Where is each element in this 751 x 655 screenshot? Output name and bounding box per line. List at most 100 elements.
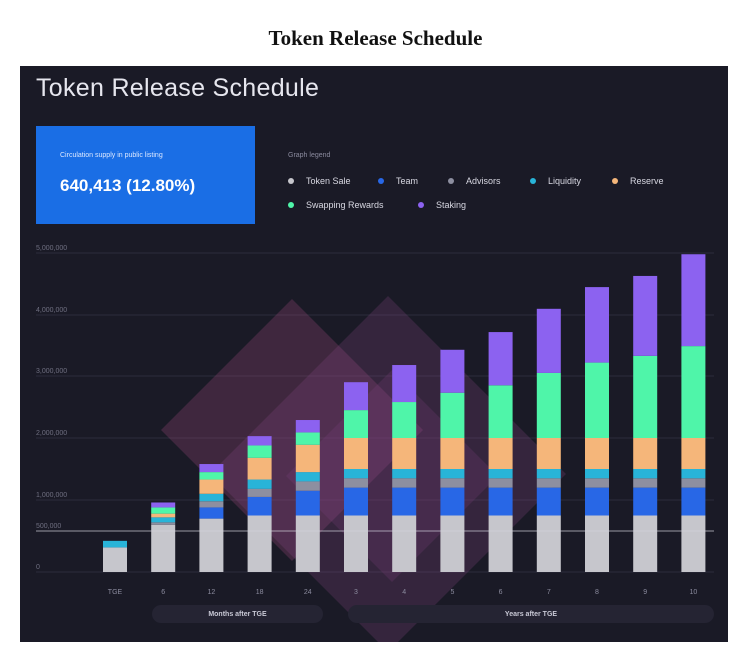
x-tick-label: 5	[450, 589, 454, 596]
bar-segment-liquidity	[585, 469, 609, 479]
bar-segment-reserve	[151, 513, 176, 518]
x-tick-label: 8	[595, 589, 599, 596]
bar-segment-staking	[633, 275, 658, 356]
legend-label: Swapping Rewards	[306, 200, 384, 210]
bar-segment-token-sale	[440, 515, 465, 572]
bar-segment-advisors	[488, 478, 513, 488]
bar-segment-team	[536, 487, 561, 516]
bar-segment-liquidity	[536, 469, 561, 479]
bar-segment-team	[199, 507, 224, 519]
y-tick-label: 1,000,000	[36, 492, 67, 499]
legend-item-advisors: Advisors	[448, 176, 501, 186]
legend-item-reserve: Reserve	[612, 176, 664, 186]
bar-segment-reserve	[344, 438, 368, 469]
bar-segment-liquidity	[681, 469, 706, 479]
bar-segment-liquidity	[295, 472, 320, 482]
stacked-bar-chart: 0 500,000 1,000,000 2,000,000 3,000,000 4,000…	[36, 245, 714, 642]
legend-label: Advisors	[466, 176, 501, 186]
bar-segment-team	[488, 487, 513, 516]
page-title: Token Release Schedule	[268, 26, 483, 50]
x-tick-label: 4	[402, 589, 406, 596]
bar-segment-reserve	[681, 438, 706, 469]
legend-label: Token Sale	[306, 176, 351, 186]
legend-swatch	[418, 202, 424, 208]
bar-segment-advisors	[344, 478, 368, 488]
bar-segment-liquidity	[151, 517, 176, 523]
legend-label: Staking	[436, 200, 467, 210]
supply-label: Circulation supply in public listing	[60, 152, 163, 159]
x-tick-label: 7	[547, 589, 551, 596]
legend-swatch	[288, 202, 294, 208]
legend-swatch	[288, 178, 294, 184]
legend-swatch	[378, 178, 384, 184]
bar-segment-team	[681, 487, 706, 516]
bar-segment-swapping-rewards	[585, 362, 609, 438]
bar-segment-advisors	[151, 522, 176, 525]
x-tick-label: 10	[690, 589, 698, 596]
bar-segment-token-sale	[199, 518, 224, 572]
bar-segment-liquidity	[247, 479, 272, 489]
bar-segment-reserve	[199, 479, 224, 494]
bar-segment-staking	[151, 502, 176, 508]
bar-segment-token-sale	[585, 515, 609, 572]
bar-segment-team	[585, 487, 609, 516]
bar-segment-swapping-rewards	[633, 355, 658, 438]
x-tick-label: 24	[304, 589, 312, 596]
bar-segment-token-sale	[392, 515, 417, 572]
y-tick-label: 500,000	[36, 523, 61, 530]
bar-segment-token-sale	[151, 524, 176, 572]
legend-title: Graph legend	[288, 152, 331, 159]
bar-segment-advisors	[247, 488, 272, 497]
supply-value: 640,413 (12.80%)	[60, 176, 196, 195]
bar-segment-token-sale	[681, 515, 706, 572]
bar-segment-advisors	[199, 501, 224, 508]
bar-segment-reserve	[633, 438, 658, 469]
bar-segment-reserve	[247, 457, 272, 480]
bar-segment-liquidity	[392, 469, 417, 479]
bar-segment-advisors	[440, 478, 465, 488]
y-tick-label: 2,000,000	[36, 430, 67, 437]
bar-segment-staking	[392, 365, 417, 403]
x-tick-label: TGE	[108, 589, 123, 596]
bar-segment-advisors	[633, 478, 658, 488]
chart-panel: Token Release Schedule Circulation suppl…	[20, 66, 728, 642]
x-tick-label: 6	[161, 589, 165, 596]
bar-segment-staking	[440, 349, 465, 393]
bar-segment-reserve	[440, 438, 465, 469]
bar-segment-swapping-rewards	[440, 392, 465, 438]
legend-label: Reserve	[630, 176, 664, 186]
bar-segment-team	[344, 487, 368, 516]
bar-segment-advisors	[295, 481, 320, 491]
bar-segment-token-sale	[633, 515, 658, 572]
bar-segment-liquidity	[488, 469, 513, 479]
bar-segment-token-sale	[247, 515, 272, 572]
bar-segment-team	[633, 487, 658, 516]
bar-segment-team	[247, 496, 272, 516]
bar-segment-staking	[681, 254, 706, 347]
bar-segment-staking	[199, 464, 224, 473]
legend-item-staking: Staking	[418, 200, 466, 210]
legend-label: Team	[396, 176, 419, 186]
bar-segment-token-sale	[103, 547, 127, 572]
bar-segment-reserve	[488, 438, 513, 469]
bar-segment-swapping-rewards	[681, 346, 706, 438]
legend-item-liquidity: Liquidity	[530, 176, 581, 186]
bar-segment-reserve	[536, 438, 561, 469]
supply-card: Circulation supply in public listing 640…	[36, 126, 255, 224]
bar-segment-staking	[295, 420, 320, 433]
bar-segment-liquidity	[199, 493, 224, 502]
bar-segment-token-sale	[488, 515, 513, 572]
bar-segment-team	[295, 490, 320, 516]
x-tick-label: 6	[499, 589, 503, 596]
bar-segment-reserve	[295, 444, 320, 473]
bar-segment-liquidity	[344, 469, 368, 479]
x-tick-label: 12	[208, 589, 216, 596]
months-axis-label: Months after TGE	[152, 605, 323, 623]
bar-segment-reserve	[585, 438, 609, 469]
bar-segment-staking	[585, 287, 609, 363]
y-tick-label: 3,000,000	[36, 368, 67, 375]
bar-segment-token-sale	[344, 515, 368, 572]
y-tick-label: 5,000,000	[36, 245, 67, 252]
bar-segment-swapping-rewards	[344, 410, 368, 438]
legend-label: Liquidity	[548, 176, 582, 186]
